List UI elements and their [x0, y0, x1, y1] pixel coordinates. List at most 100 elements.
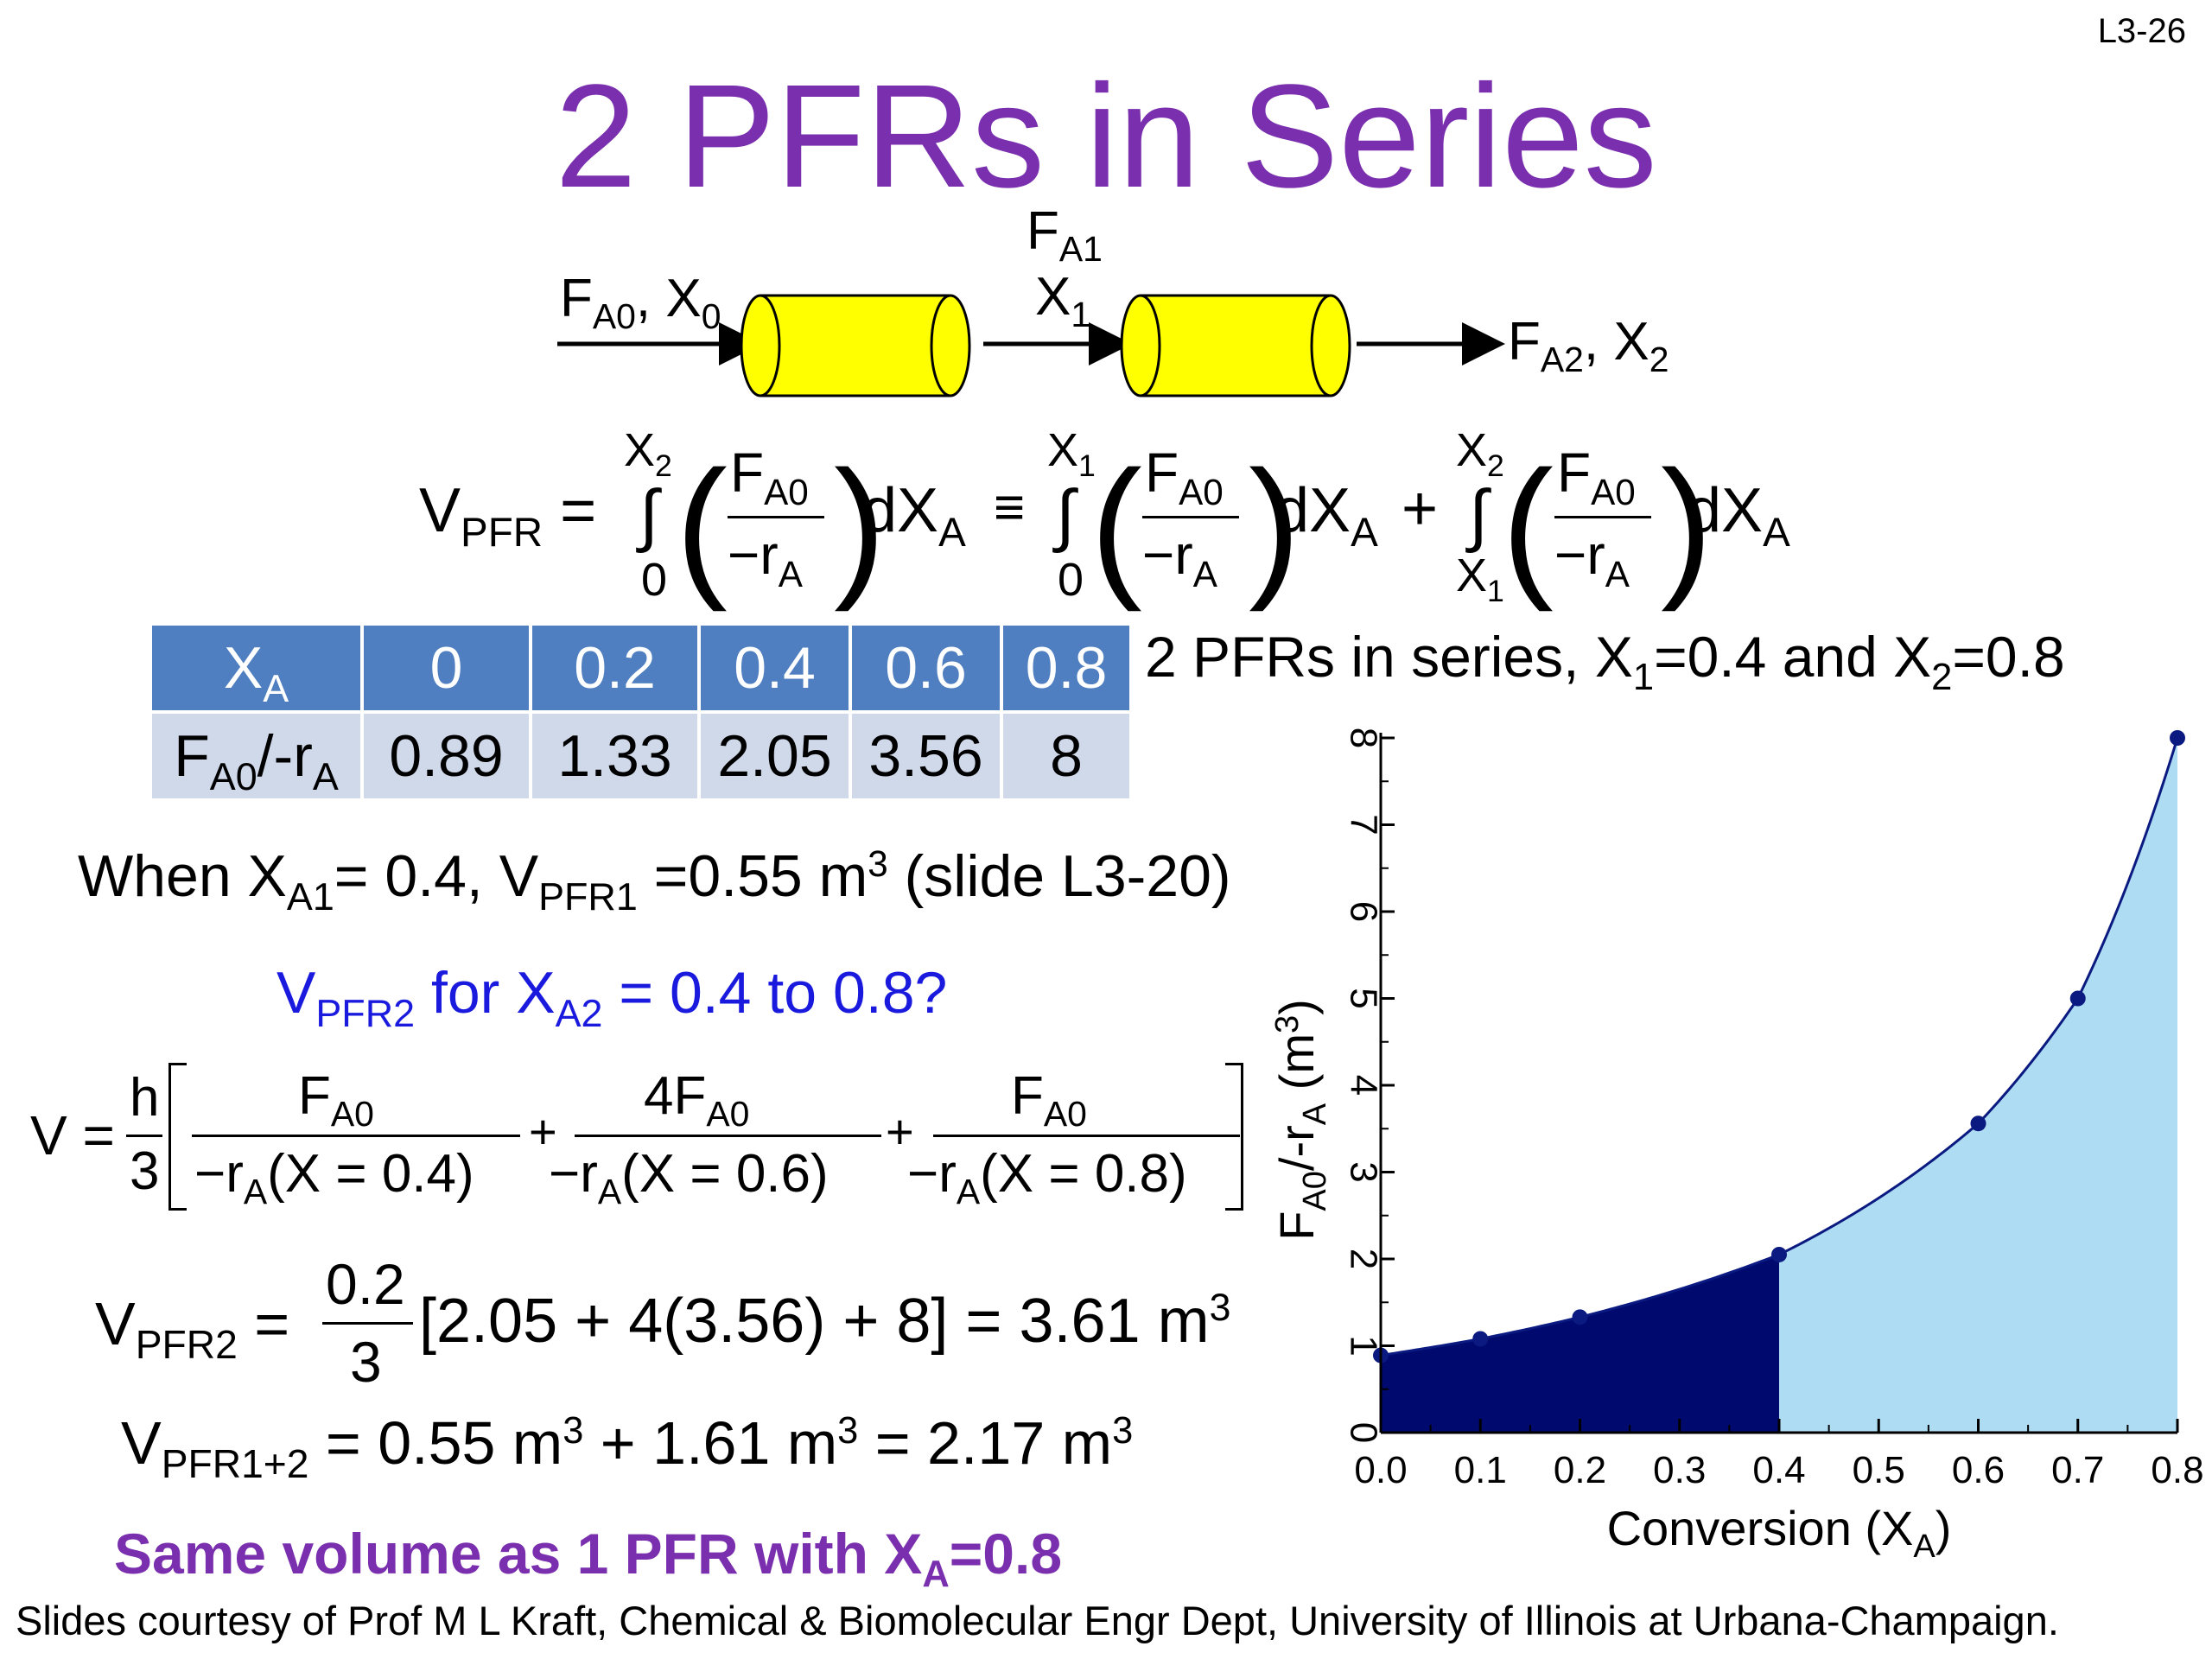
- table-cell: 2.05: [697, 710, 852, 802]
- vpfr12-equation: VPFR1+2 = 0.55 m3 + 1.61 m3 = 2.17 m3: [121, 1409, 1134, 1487]
- fraction-2-den: −rA: [1142, 524, 1217, 594]
- table-cell: 3.56: [849, 710, 1003, 802]
- integral-1-sign: ∫: [639, 476, 658, 553]
- vpfr2-lhs: VPFR2 =: [95, 1290, 290, 1368]
- question-line: VPFR2 for XA2 = 0.4 to 0.8?: [276, 960, 948, 1035]
- data-point: [1472, 1331, 1489, 1347]
- integral-2-upper: X1: [1047, 424, 1096, 484]
- simpson-den-2: −rA(X = 0.6): [549, 1144, 829, 1212]
- table-row: FA0/-rA 0.89 1.33 2.05 3.56 8: [149, 710, 1133, 802]
- table-cell: 0.6: [849, 622, 1003, 714]
- integral-3-upper: X2: [1456, 424, 1504, 484]
- y-tick-label: 7: [1343, 814, 1385, 835]
- reactor-diagram-graphic: [557, 294, 1505, 397]
- bracket-close: [1225, 1063, 1243, 1211]
- y-tick-label: 5: [1343, 988, 1385, 1008]
- paren-open-3: (: [1502, 439, 1554, 613]
- x-tick-label: 0.4: [1752, 1449, 1805, 1491]
- table-cell: 0.4: [697, 622, 852, 714]
- integral-3-sign: ∫: [1469, 476, 1488, 553]
- data-point: [2069, 990, 2086, 1007]
- integral-1-lower: 0: [641, 554, 668, 606]
- equiv-sign: ≡: [994, 478, 1026, 537]
- simpson-den-1: −rA(X = 0.4): [194, 1144, 474, 1212]
- x-tick-label: 0.3: [1653, 1449, 1706, 1491]
- fraction-1-num: FA0: [730, 442, 809, 512]
- fraction-2-num: FA0: [1145, 442, 1224, 512]
- fraction-3-bar: [1554, 516, 1651, 518]
- reactor-1: [740, 294, 971, 397]
- conclusion: Same volume as 1 PFR with XA=0.8: [114, 1522, 1063, 1596]
- data-point: [2170, 730, 2185, 746]
- simpson-three: 3: [130, 1141, 160, 1201]
- integral-1-upper: X2: [624, 424, 672, 484]
- integral-2-sign: ∫: [1056, 476, 1075, 553]
- simpson-bar-2: [575, 1135, 881, 1137]
- data-point: [1970, 1116, 1986, 1132]
- y-tick-label: 4: [1343, 1075, 1385, 1096]
- integral-3-lower: X1: [1456, 550, 1504, 609]
- simpson-equation: V = h 3 FA0 −rA(X = 0.4) + 4FA0 −rA(X = …: [26, 1058, 1253, 1218]
- intermediate-flow-label: FA1: [1027, 201, 1103, 270]
- x-tick-label: 0.0: [1354, 1449, 1407, 1491]
- data-point: [1572, 1309, 1588, 1325]
- table-header-label: XA: [149, 622, 364, 714]
- vpfr2-den: 3: [350, 1330, 382, 1394]
- simpson-bar-3: [933, 1135, 1240, 1137]
- reactor-diagram: [553, 199, 1694, 397]
- differential-2: dXA: [1274, 476, 1378, 556]
- vpfr2-rhs: [2.05 + 4(3.56) + 8] = 3.61 m3: [419, 1287, 1231, 1356]
- chart-container: 0 1 2 3 4 5 6 7 8 0.0 0.1 0.2 0.3 0.4 0.5 0.6 0.7 0.8 Conv…: [1227, 709, 2212, 1581]
- differential-3: dXA: [1687, 476, 1790, 556]
- table-header-row: XA 0 0.2 0.4 0.6 0.8: [149, 622, 1133, 714]
- shaded-region-1: [1381, 1254, 1779, 1433]
- simpson-lhs: V =: [30, 1104, 115, 1166]
- bracket-open: [168, 1063, 187, 1211]
- paren-open-2: (: [1090, 439, 1142, 613]
- simpson-num-1: FA0: [298, 1066, 374, 1135]
- footer-credit: Slides courtesy of Prof M L Kraft, Chemi…: [16, 1598, 2059, 1643]
- simpson-h-bar: [126, 1135, 162, 1137]
- x-tick-label: 0.5: [1853, 1449, 1905, 1491]
- y-axis-label: FA0/-rA (m3): [1269, 999, 1333, 1241]
- intermediate-conversion-label: X1: [1035, 267, 1091, 335]
- inlet-label: FA0, X0: [560, 269, 721, 337]
- table-cell: 0.8: [1000, 622, 1133, 714]
- y-tick-label: 0: [1343, 1422, 1385, 1443]
- levenspiel-chart: 0 1 2 3 4 5 6 7 8 0.0 0.1 0.2 0.3 0.4 0.5 0.6 0.7 0.8 Conv…: [1269, 728, 2204, 1565]
- table-cell: 1.33: [529, 710, 701, 802]
- data-table: XA 0 0.2 0.4 0.6 0.8 FA0/-rA 0.89 1.33 2…: [149, 622, 1133, 802]
- paren-close-3: ): [1661, 439, 1713, 613]
- paren-open-1: (: [676, 439, 728, 613]
- x-axis-label: Conversion (XA): [1607, 1501, 1952, 1565]
- when-line: When XA1= 0.4, VPFR1 =0.55 m3 (slide L3-…: [78, 842, 1231, 918]
- y-tick-label: 2: [1343, 1249, 1385, 1269]
- x-tick-label: 0.6: [1952, 1449, 2005, 1491]
- simpson-plus-2: +: [886, 1104, 914, 1159]
- y-tick-label: 6: [1343, 901, 1385, 922]
- y-tick-label: 1: [1343, 1335, 1385, 1356]
- data-point: [1771, 1246, 1787, 1262]
- fraction-2-bar: [1142, 516, 1239, 518]
- x-tick-label: 0.7: [2051, 1449, 2104, 1491]
- fraction-3-num: FA0: [1557, 442, 1636, 512]
- simpson-num-3: FA0: [1011, 1066, 1087, 1135]
- x-tick-label: 0.1: [1454, 1449, 1507, 1491]
- fraction-1-den: −rA: [728, 524, 803, 594]
- differential-1: dXA: [862, 476, 966, 556]
- table-cell: 0.2: [529, 622, 701, 714]
- table-row-label: FA0/-rA: [149, 710, 364, 802]
- table-cell: 0.89: [360, 710, 532, 802]
- simpson-plus-1: +: [529, 1104, 557, 1159]
- slide-number: L3-26: [2097, 12, 2186, 50]
- simpson-h: h: [130, 1068, 160, 1128]
- fraction-3-den: −rA: [1554, 524, 1630, 594]
- vpfr2-equation: VPFR2 = 0.2 3 [2.05 + 4(3.56) + 8] = 3.6…: [91, 1244, 1230, 1400]
- paren-close-1: ): [834, 439, 886, 613]
- x-tick-label: 0.8: [2151, 1449, 2203, 1491]
- page-title: 2 PFRs in Series: [555, 54, 1657, 219]
- integral-equation: VPFR = X2 ∫ 0 ( FA0 −rA ) dXA ≡ X1 ∫ 0 (…: [406, 423, 1806, 613]
- table-cell: 8: [1000, 710, 1133, 802]
- simpson-num-2: 4FA0: [644, 1066, 750, 1135]
- simpson-den-3: −rA(X = 0.8): [907, 1144, 1187, 1212]
